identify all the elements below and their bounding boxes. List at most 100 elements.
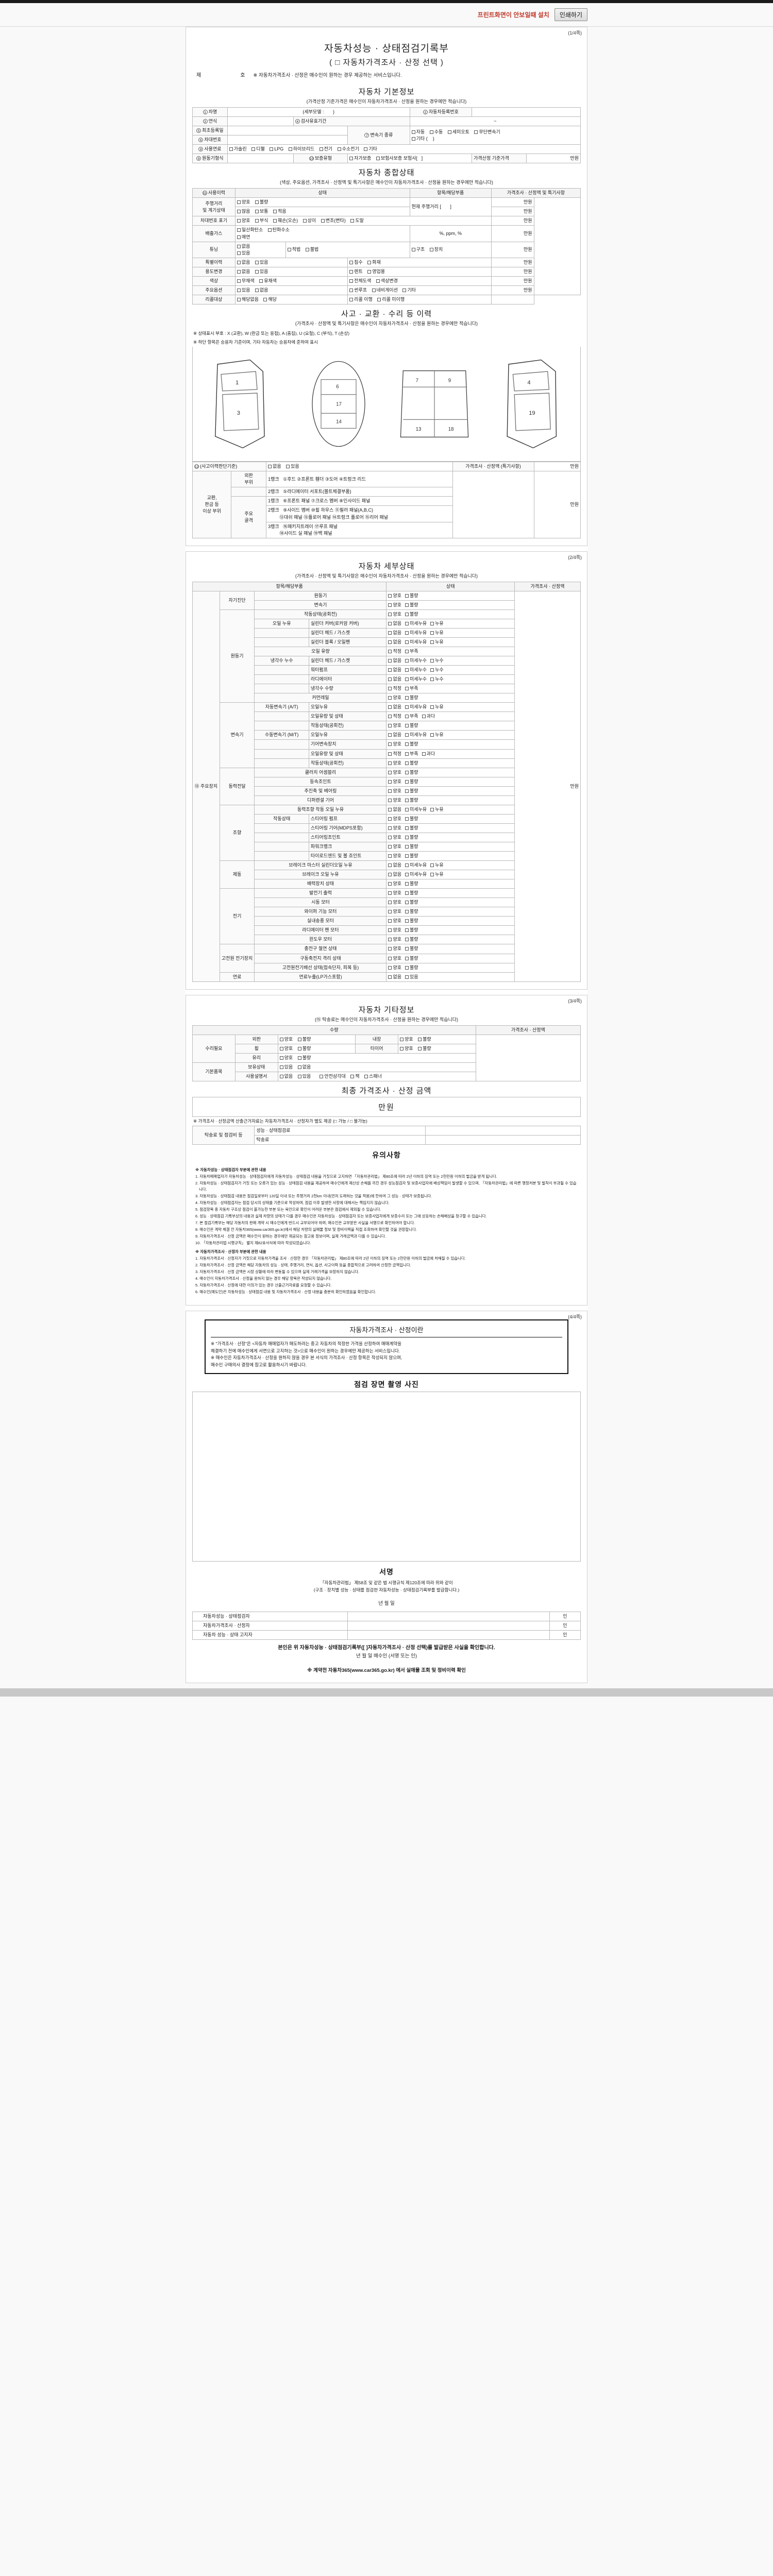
checkbox-양호[interactable]: 양호 <box>388 918 401 924</box>
cell-part-state-options[interactable]: 없음 미세누유 누유 <box>386 637 515 647</box>
cell-current-mileage[interactable]: 현재 주행거리 [ ] <box>409 197 492 217</box>
checkbox-양호[interactable]: 양호 <box>388 778 401 785</box>
checkbox-불량[interactable]: 불량 <box>405 890 418 896</box>
cell-mileage-state-2[interactable]: 많음 보통 적음 <box>234 207 410 217</box>
cell-part-state-options[interactable]: 양호 불량 <box>386 944 515 954</box>
checkbox-없음[interactable]: 없음 <box>388 732 401 738</box>
cell-part-state-options[interactable]: 없음 미세누수 누수 <box>386 665 515 675</box>
checkbox-누유[interactable]: 누유 <box>430 620 444 627</box>
cell-part-state-options[interactable]: 없음 미세누수 누수 <box>386 656 515 666</box>
cell-holding-state[interactable]: 있음 없음 <box>277 1062 476 1072</box>
cell-part-state-options[interactable]: 양호 불량 <box>386 814 515 824</box>
checkbox-option-yes[interactable]: 있음 <box>237 287 250 294</box>
checkbox-vin-good[interactable]: 양호 <box>237 217 250 224</box>
cell-accident-price[interactable]: 만원 <box>533 471 581 538</box>
cell-price-9[interactable]: 만원 <box>491 285 534 295</box>
checkbox-불량[interactable]: 불량 <box>405 788 418 794</box>
checkbox-누유[interactable]: 누유 <box>430 806 444 813</box>
checkbox-frame-yes[interactable]: 있음 <box>286 463 299 470</box>
cell-fuel-options[interactable]: 가솔린 디젤 LPG 하이브리드 전기 수소전기 기타 <box>227 144 581 155</box>
cell-car-name-value[interactable]: (세부모델 : ) <box>227 107 410 117</box>
checkbox-glass-good[interactable]: 양호 <box>279 1055 293 1061</box>
checkbox-미세누유[interactable]: 미세누유 <box>405 639 427 646</box>
cell-part-state-options[interactable]: 적정 부족 과다 <box>386 749 515 759</box>
checkbox-emission-co[interactable]: 일산화탄소 <box>237 227 263 233</box>
cell-base-price-value[interactable]: 만원 <box>526 154 581 164</box>
checkbox-적정[interactable]: 적정 <box>388 648 401 655</box>
checkbox-color-full-paint[interactable]: 전체도색 <box>349 278 371 284</box>
checkbox-양호[interactable]: 양호 <box>388 927 401 934</box>
checkbox-불량[interactable]: 불량 <box>405 694 418 701</box>
checkbox-mileage-bad[interactable]: 불량 <box>255 199 268 206</box>
checkbox-불량[interactable]: 불량 <box>405 760 418 767</box>
cell-interior-state[interactable]: 양호 불량 <box>398 1034 476 1044</box>
checkbox-양호[interactable]: 양호 <box>388 899 401 906</box>
checkbox-적정[interactable]: 적정 <box>388 685 401 692</box>
checkbox-trans-etc[interactable]: 기타 ( ) <box>411 135 434 142</box>
cell-inspect-valid-value[interactable]: ~ <box>409 116 581 127</box>
checkbox-option-no[interactable]: 없음 <box>255 287 268 294</box>
checkbox-emission-hc[interactable]: 탄화수소 <box>267 227 290 233</box>
cell-price-10[interactable] <box>491 294 534 304</box>
checkbox-usage-none[interactable]: 없음 <box>237 268 250 275</box>
checkbox-holding-yes[interactable]: 있음 <box>279 1064 293 1071</box>
checkbox-option-etc[interactable]: 기타 <box>402 287 416 294</box>
checkbox-불량[interactable]: 불량 <box>405 945 418 952</box>
cell-tuning-state[interactable]: 없음 있음 <box>234 241 286 258</box>
cell-reg-no-value[interactable] <box>472 107 581 117</box>
checkbox-양호[interactable]: 양호 <box>388 592 401 599</box>
checkbox-불량[interactable]: 불량 <box>405 778 418 785</box>
checkbox-미세누수[interactable]: 미세누수 <box>405 676 427 683</box>
checkbox-부족[interactable]: 부족 <box>405 648 418 655</box>
checkbox-누수[interactable]: 누수 <box>430 676 444 683</box>
cell-part-state-options[interactable]: 양호 불량 <box>386 758 515 768</box>
checkbox-미세누유[interactable]: 미세누유 <box>405 862 427 869</box>
cell-options-state[interactable]: 있음 없음 <box>234 285 348 295</box>
checkbox-trans-semiauto[interactable]: 세미오토 <box>447 129 469 135</box>
checkbox-usage-yes[interactable]: 있음 <box>255 268 268 275</box>
checkbox-tuning-none[interactable]: 없음 <box>237 243 250 250</box>
cell-price-2[interactable]: 만원 <box>491 207 534 217</box>
cell-first-reg-value[interactable] <box>227 126 348 136</box>
checkbox-양호[interactable]: 양호 <box>388 908 401 915</box>
checkbox-미세누유[interactable]: 미세누유 <box>405 704 427 710</box>
checkbox-vin-altered[interactable]: 변조(변타) <box>321 217 346 224</box>
checkbox-양호[interactable]: 양호 <box>388 741 401 748</box>
signature-input[interactable] <box>347 1611 550 1621</box>
checkbox-jack[interactable]: 잭 <box>350 1073 360 1080</box>
checkbox-trans-manual[interactable]: 수동 <box>429 129 443 135</box>
cell-outer-rank1[interactable]: 1랭크 ①후드 ②프론트 휀더 ③도어 ④트렁크 리드 <box>266 471 453 488</box>
cell-part-state-options[interactable]: 양호 불량 <box>386 786 515 796</box>
cell-part-state-options[interactable]: 양호 불량 <box>386 953 515 963</box>
checkbox-interior-bad[interactable]: 불량 <box>418 1036 431 1043</box>
cell-emission-values[interactable]: %, ppm, % <box>409 225 492 242</box>
checkbox-option-navigation[interactable]: 네비게이션 <box>372 287 398 294</box>
checkbox-누유[interactable]: 누유 <box>430 704 444 710</box>
cell-part-state-options[interactable]: 양호 불량 <box>386 823 515 833</box>
checkbox-triangle[interactable]: 안전삼각대 <box>320 1073 346 1080</box>
checkbox-불량[interactable]: 불량 <box>405 880 418 887</box>
checkbox-없음[interactable]: 없음 <box>388 862 401 869</box>
cell-engine-type-value[interactable] <box>227 154 294 164</box>
cell-part-state-options[interactable]: 적정 부족 과다 <box>386 711 515 722</box>
cell-main-rank2[interactable]: 2랭크 ⑨사이드 멤버 ⑩휠 하우스 ⑪필러 패널(A,B,C) ⑫대쉬 패널 ⑬… <box>266 505 453 522</box>
cell-price-3[interactable]: 만원 <box>491 216 534 226</box>
checkbox-emission-smoke[interactable]: 매연 <box>237 234 250 241</box>
checkbox-warranty-self[interactable]: 자가보증 <box>349 155 371 162</box>
checkbox-불량[interactable]: 불량 <box>405 853 418 859</box>
checkbox-불량[interactable]: 불량 <box>405 964 418 971</box>
checkbox-누유[interactable]: 누유 <box>430 639 444 646</box>
checkbox-미세누유[interactable]: 미세누유 <box>405 630 427 636</box>
checkbox-wheel-good[interactable]: 양호 <box>279 1045 293 1052</box>
cell-part-state-options[interactable]: 없음 미세누수 누수 <box>386 674 515 685</box>
cell-usage-change-state[interactable]: 없음 있음 <box>234 266 348 277</box>
checkbox-미세누수[interactable]: 미세누수 <box>405 667 427 673</box>
checkbox-불량[interactable]: 불량 <box>405 927 418 934</box>
checkbox-누수[interactable]: 누수 <box>430 667 444 673</box>
checkbox-양호[interactable]: 양호 <box>388 788 401 794</box>
cell-special-state[interactable]: 없음 있음 <box>234 257 348 267</box>
cell-recall-items[interactable]: 리콜 이행 리콜 미이행 <box>347 294 492 304</box>
cell-part-state-options[interactable]: 양호 불량 <box>386 907 515 917</box>
checkbox-tuning-device[interactable]: 장치 <box>429 246 443 253</box>
print-button[interactable]: 인쇄하기 <box>554 8 587 21</box>
